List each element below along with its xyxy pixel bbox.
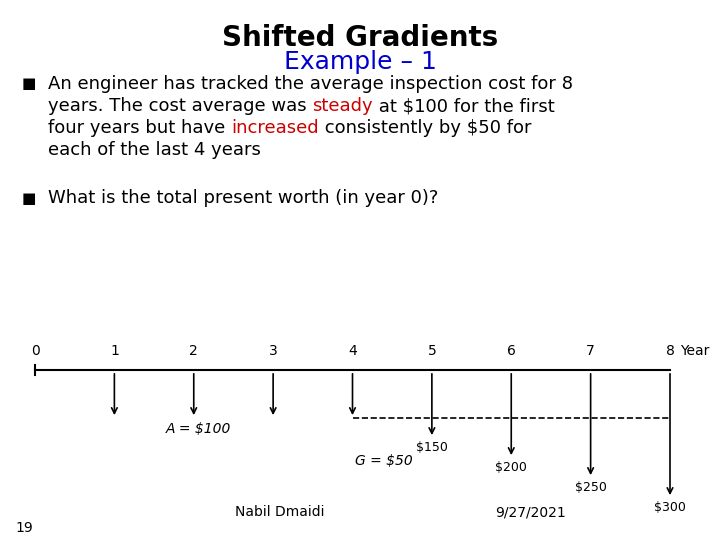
Text: An engineer has tracked the average inspection cost for 8: An engineer has tracked the average insp…: [48, 75, 573, 93]
Text: 7: 7: [586, 344, 595, 358]
Text: $250: $250: [575, 481, 606, 494]
Text: 19: 19: [15, 521, 32, 535]
Text: steady: steady: [312, 97, 373, 115]
Text: consistently by $50 for: consistently by $50 for: [319, 119, 531, 137]
Text: Example – 1: Example – 1: [284, 50, 436, 74]
Text: four years but have: four years but have: [48, 119, 231, 137]
Text: 3: 3: [269, 344, 277, 358]
Text: 5: 5: [428, 344, 436, 358]
Text: $300: $300: [654, 501, 686, 514]
Text: G = $50: G = $50: [356, 454, 413, 468]
Text: 9/27/2021: 9/27/2021: [495, 505, 565, 519]
Text: 6: 6: [507, 344, 516, 358]
Text: What is the total present worth (in year 0)?: What is the total present worth (in year…: [48, 190, 438, 207]
Text: at $100 for the first: at $100 for the first: [373, 97, 554, 115]
Text: Year: Year: [680, 344, 709, 358]
Text: increased: increased: [231, 119, 319, 137]
Text: 4: 4: [348, 344, 357, 358]
Text: Shifted Gradients: Shifted Gradients: [222, 24, 498, 52]
Text: years. The cost average was: years. The cost average was: [48, 97, 312, 115]
Text: A = $100: A = $100: [166, 422, 231, 436]
Text: 0: 0: [31, 344, 40, 358]
Text: Nabil Dmaidi: Nabil Dmaidi: [235, 505, 325, 519]
Text: 2: 2: [189, 344, 198, 358]
Text: 8: 8: [665, 344, 675, 358]
Text: 1: 1: [110, 344, 119, 358]
Text: ■: ■: [22, 191, 37, 206]
Text: each of the last 4 years: each of the last 4 years: [48, 141, 261, 159]
Text: ■: ■: [22, 77, 37, 91]
Text: $200: $200: [495, 461, 527, 474]
Text: $150: $150: [416, 441, 448, 454]
